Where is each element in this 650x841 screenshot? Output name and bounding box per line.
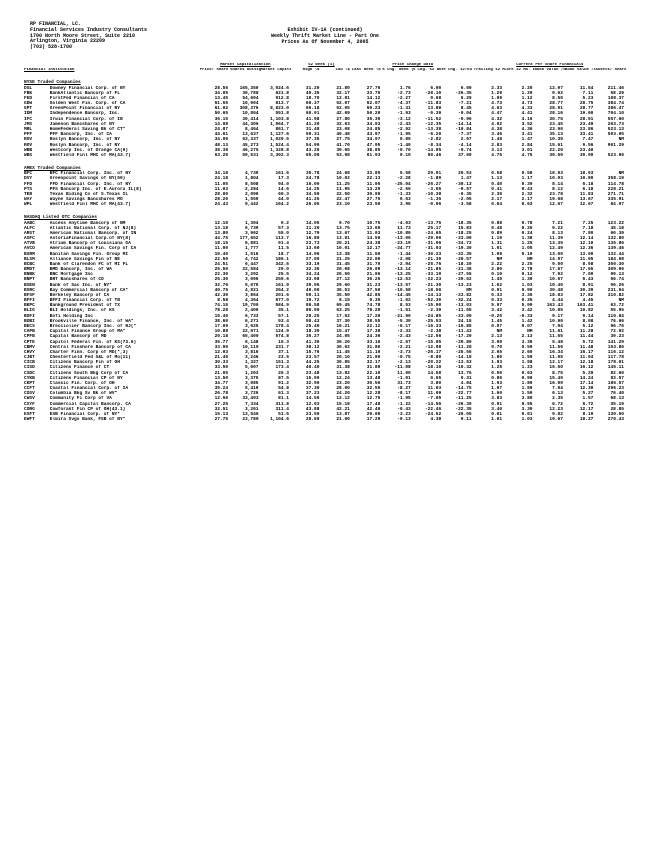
ticker: EWFT xyxy=(24,417,50,422)
table-row: EWFTElmira Svgs Bank, FSB of NY*27.7523,… xyxy=(24,417,626,422)
data-cell: 27.75 xyxy=(200,417,230,422)
data-cell: 21.00 xyxy=(321,417,351,422)
data-cell: 1.01 xyxy=(474,417,504,422)
col-shares: Shares Outstg (000) xyxy=(230,68,260,73)
col-pct52: % Chg. 52 Wks (5) xyxy=(413,68,443,73)
col-core: Core 12 Mo. EPS(3) xyxy=(504,68,534,73)
col-lastw: Last Week \$ xyxy=(352,68,382,73)
col-pctw: % Chg. Week (4) xyxy=(382,68,412,73)
data-cell: 270.43 xyxy=(595,417,626,422)
col-tbook: Book Value /Share (7) xyxy=(565,68,595,73)
data-cell: 20.60 xyxy=(291,417,321,422)
institution-name: Elmira Svgs Bank, FSB of NY* xyxy=(50,417,200,422)
col-mktcap: Market Capital. (\$Mil) xyxy=(261,68,291,73)
col-pct04: % Chg. 12/04 (5) xyxy=(443,68,473,73)
data-cell: 1.03 xyxy=(504,417,534,422)
data-cell: 17.29 xyxy=(352,417,382,422)
data-cell: 4.38 xyxy=(413,417,443,422)
firm-line5: (703) 528-1700 xyxy=(30,45,147,51)
data-cell: 0.11 xyxy=(443,417,473,422)
data-cell: 1,104.6 xyxy=(261,417,291,422)
section-header: NASDAQ Listed OTC Companies xyxy=(24,207,626,220)
section-header: AMEX Traded Companies xyxy=(24,158,626,171)
data-cell: 23,789 xyxy=(230,417,260,422)
data-cell: -0.13 xyxy=(382,417,412,422)
section-header: NYSE Traded Companies xyxy=(24,72,626,85)
col-price: Price/ Share \$ (2) xyxy=(200,68,230,73)
data-cell: 19.67 xyxy=(534,417,564,422)
data-cell: 18.27 xyxy=(565,417,595,422)
col-book: Book Value /Share (6) xyxy=(534,68,564,73)
col-12mo: Trailing 12 Mo. EPS(3) xyxy=(474,68,504,73)
col-assets: Assets/ Share (8) xyxy=(595,68,626,73)
